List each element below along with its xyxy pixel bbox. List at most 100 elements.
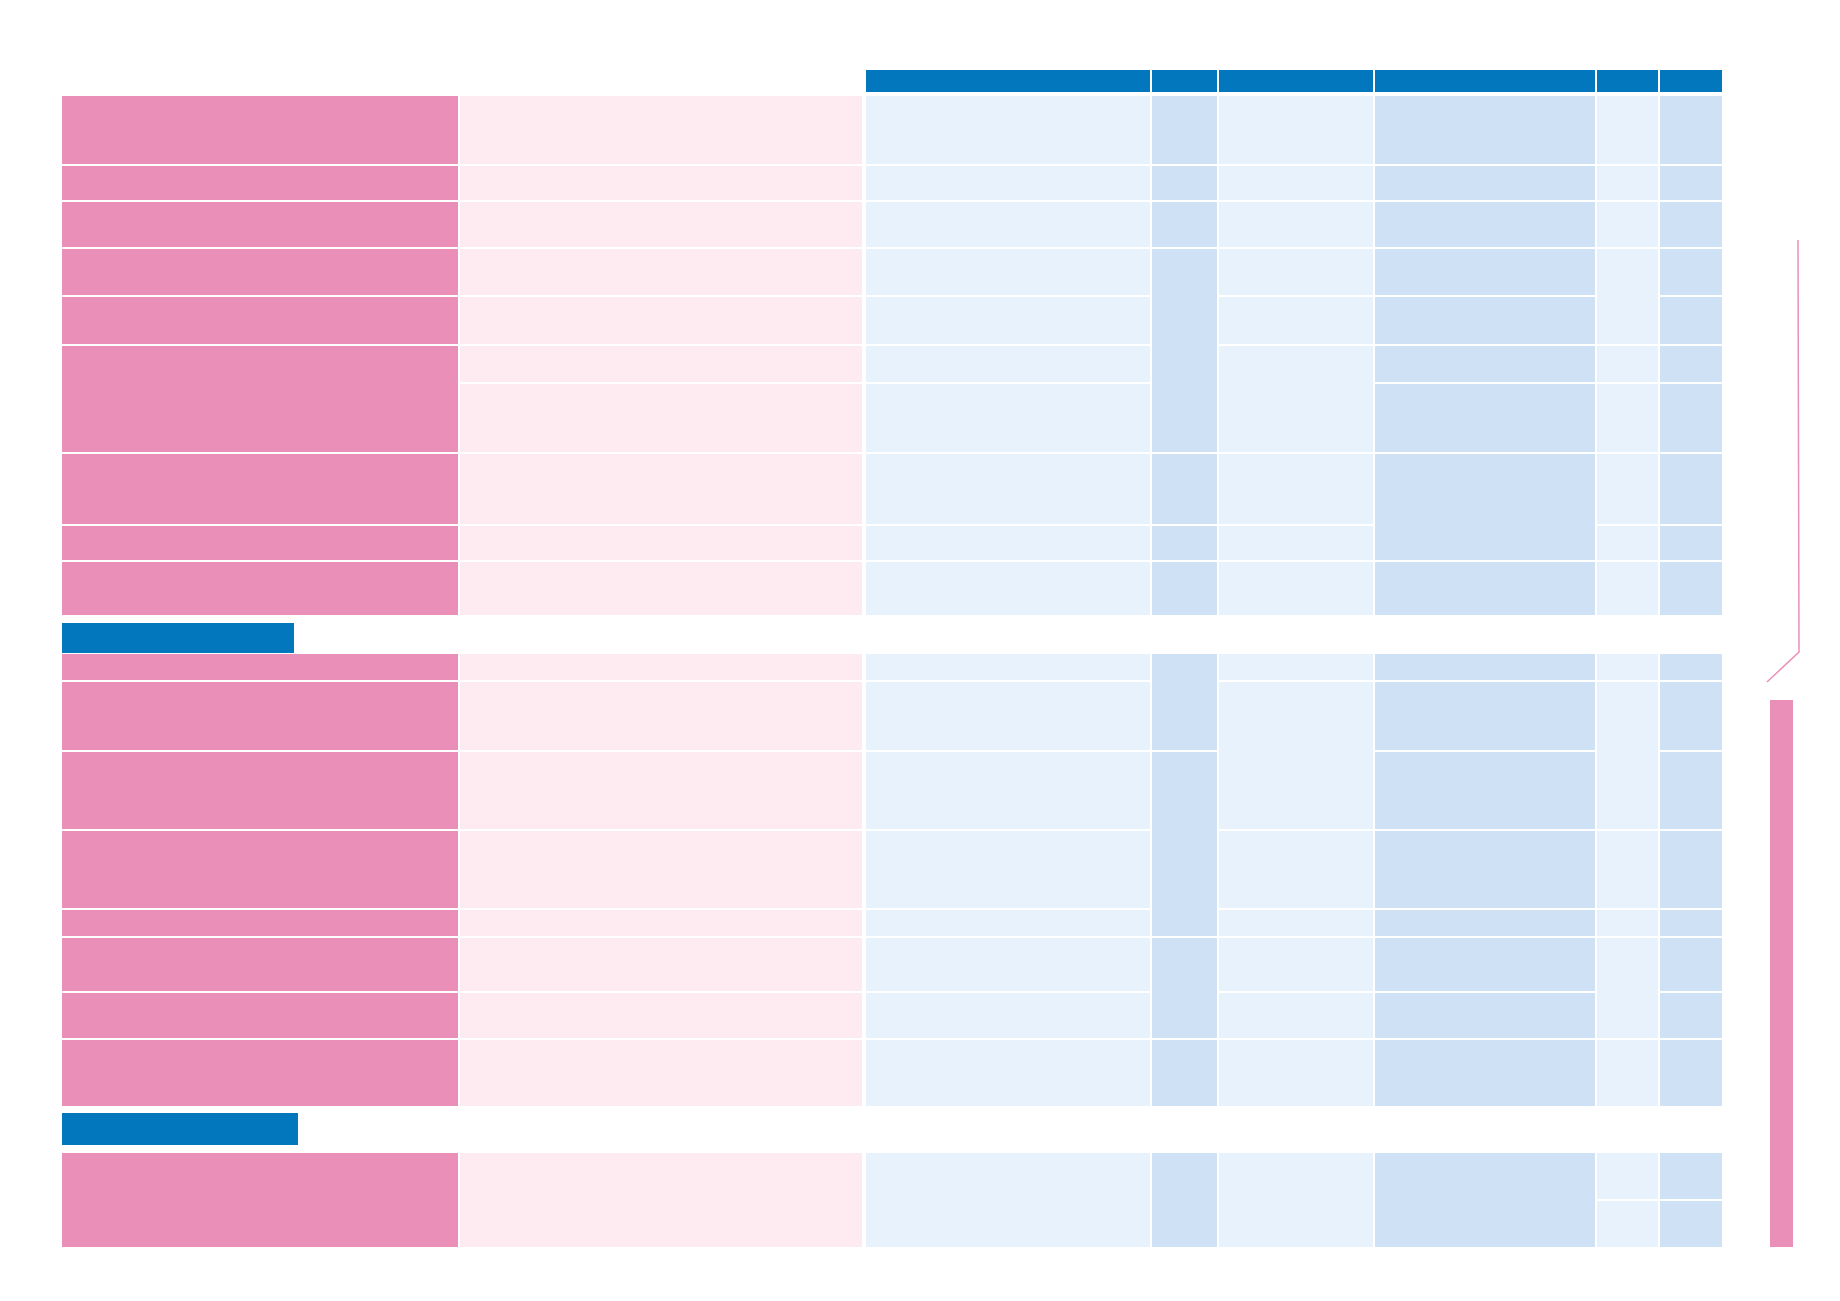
column-header-cell xyxy=(1219,70,1373,92)
code-cell xyxy=(1152,938,1217,1038)
flag-cell xyxy=(1597,249,1658,344)
label-cell xyxy=(62,910,458,936)
code-cell xyxy=(1152,1153,1217,1247)
value-cell xyxy=(1375,752,1595,829)
flag-cell xyxy=(1597,910,1658,936)
mark-cell xyxy=(1660,682,1722,750)
value-cell xyxy=(1375,166,1595,200)
flag-cell xyxy=(1597,654,1658,680)
flag-cell xyxy=(1597,202,1658,247)
detail-cell xyxy=(1219,96,1373,164)
info-cell xyxy=(866,454,1150,524)
column-header-cell xyxy=(866,70,1150,92)
label-cell xyxy=(62,202,458,247)
section-header xyxy=(62,1113,298,1145)
detail-cell xyxy=(1219,346,1373,452)
label-cell xyxy=(62,166,458,200)
description-cell xyxy=(460,202,862,247)
detail-cell xyxy=(1219,562,1373,615)
label-cell xyxy=(62,249,458,295)
value-cell xyxy=(1375,297,1595,344)
description-cell xyxy=(460,297,862,344)
mark-cell xyxy=(1660,910,1722,936)
info-cell xyxy=(866,346,1150,382)
detail-cell xyxy=(1219,654,1373,680)
value-cell xyxy=(1375,938,1595,991)
description-cell xyxy=(460,1153,862,1247)
label-cell xyxy=(62,526,458,560)
value-cell xyxy=(1375,1040,1595,1106)
mark-cell xyxy=(1660,562,1722,615)
label-cell xyxy=(62,654,458,680)
info-cell xyxy=(866,938,1150,991)
description-cell xyxy=(460,993,862,1038)
value-cell xyxy=(1375,346,1595,382)
flag-cell xyxy=(1597,1201,1658,1247)
value-cell xyxy=(1375,910,1595,936)
description-cell xyxy=(460,562,862,615)
code-cell xyxy=(1152,654,1217,750)
value-cell xyxy=(1375,249,1595,295)
detail-cell xyxy=(1219,938,1373,991)
description-cell xyxy=(460,454,862,524)
detail-cell xyxy=(1219,202,1373,247)
info-cell xyxy=(866,166,1150,200)
description-cell xyxy=(460,384,862,452)
description-cell xyxy=(460,938,862,991)
info-cell xyxy=(866,526,1150,560)
label-cell xyxy=(62,297,458,344)
value-cell xyxy=(1375,831,1595,908)
detail-cell xyxy=(1219,249,1373,295)
description-cell xyxy=(460,526,862,560)
info-cell xyxy=(866,752,1150,829)
detail-cell xyxy=(1219,993,1373,1038)
flag-cell xyxy=(1597,938,1658,1038)
code-cell xyxy=(1152,454,1217,524)
mark-cell xyxy=(1660,831,1722,908)
mark-cell xyxy=(1660,297,1722,344)
flag-cell xyxy=(1597,682,1658,829)
value-cell xyxy=(1375,562,1595,615)
detail-cell xyxy=(1219,454,1373,524)
value-cell xyxy=(1375,384,1595,452)
flag-cell xyxy=(1597,384,1658,452)
info-cell xyxy=(866,202,1150,247)
detail-cell xyxy=(1219,682,1373,829)
detail-cell xyxy=(1219,1040,1373,1106)
description-cell xyxy=(460,96,862,164)
detail-cell xyxy=(1219,526,1373,560)
flag-cell xyxy=(1597,526,1658,560)
mark-cell xyxy=(1660,96,1722,164)
flag-cell xyxy=(1597,562,1658,615)
label-cell xyxy=(62,1040,458,1106)
mark-cell xyxy=(1660,249,1722,295)
detail-cell xyxy=(1219,1153,1373,1247)
label-cell xyxy=(62,831,458,908)
mark-cell xyxy=(1660,1201,1722,1247)
label-cell xyxy=(62,993,458,1038)
description-cell xyxy=(460,682,862,750)
label-cell xyxy=(62,1153,458,1247)
mark-cell xyxy=(1660,166,1722,200)
value-cell xyxy=(1375,202,1595,247)
flag-cell xyxy=(1597,96,1658,164)
mark-cell xyxy=(1660,384,1722,452)
label-cell xyxy=(62,562,458,615)
mark-cell xyxy=(1660,938,1722,991)
info-cell xyxy=(866,654,1150,680)
info-cell xyxy=(866,1153,1150,1247)
column-header-cell xyxy=(1597,70,1658,92)
mark-cell xyxy=(1660,752,1722,829)
info-cell xyxy=(866,249,1150,295)
code-cell xyxy=(1152,166,1217,200)
description-cell xyxy=(460,654,862,680)
column-header-cell xyxy=(1152,70,1217,92)
mark-cell xyxy=(1660,454,1722,524)
mark-cell xyxy=(1660,1040,1722,1106)
value-cell xyxy=(1375,654,1595,680)
detail-cell xyxy=(1219,166,1373,200)
info-cell xyxy=(866,910,1150,936)
flag-cell xyxy=(1597,1040,1658,1106)
